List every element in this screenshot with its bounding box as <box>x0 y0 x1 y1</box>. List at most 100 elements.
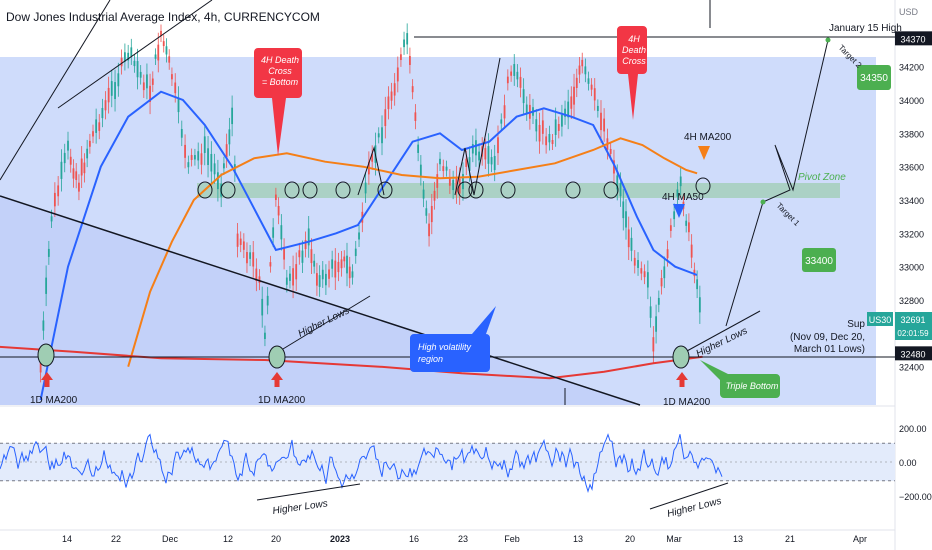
candle-body <box>513 64 516 76</box>
candle-body <box>506 76 509 84</box>
hv-text-a: High volatility <box>418 342 472 352</box>
candle-body <box>584 66 587 75</box>
candle-body <box>384 109 387 127</box>
x-tick-label: 20 <box>271 534 281 544</box>
candle-body <box>165 46 168 55</box>
candle-body <box>75 171 78 180</box>
candle-body <box>448 177 451 186</box>
y-tick-label: 33200 <box>899 229 924 239</box>
candle-body <box>120 57 123 67</box>
higher-lows-line-1 <box>277 295 371 353</box>
y-tick-label: 32800 <box>899 296 924 306</box>
candle-body <box>86 148 89 159</box>
candle-body <box>458 178 461 194</box>
candle-body <box>252 252 255 267</box>
triple-bottom-callout <box>700 360 780 398</box>
candle-body <box>666 249 669 259</box>
candle-body <box>168 56 171 63</box>
candle-body <box>487 146 490 164</box>
price-tag-label: 34370 <box>900 34 925 44</box>
candle-body <box>242 241 245 250</box>
candle-body <box>216 172 219 190</box>
candle-body <box>551 140 554 145</box>
candle-body <box>139 71 142 78</box>
candle-body <box>548 133 551 143</box>
channel-line-lower <box>0 0 111 181</box>
candle-body <box>673 211 676 220</box>
candle-body <box>445 166 448 171</box>
candle-body <box>516 71 519 80</box>
candle-body <box>493 155 496 171</box>
candle-body <box>655 316 657 332</box>
target-1-box <box>802 248 836 272</box>
candle-body <box>409 56 411 65</box>
candle-body <box>160 30 162 36</box>
y-tick-label: 33600 <box>899 163 924 173</box>
candle-body <box>403 39 405 48</box>
candle-body <box>203 136 206 153</box>
candle-body <box>573 86 575 105</box>
x-tick-label: 13 <box>573 534 583 544</box>
candle-body <box>400 54 402 61</box>
death-cross-1-text-c: = Bottom <box>262 77 299 87</box>
descending-trendline <box>0 195 641 406</box>
candle-body <box>603 118 606 132</box>
candle-body <box>95 119 98 133</box>
candle-body <box>522 89 525 104</box>
candle-body <box>484 148 487 160</box>
candle-body <box>298 250 301 258</box>
zigzag-2 <box>454 57 501 196</box>
candle-body <box>200 153 203 165</box>
candle-body <box>127 52 130 61</box>
candle-body <box>177 97 180 113</box>
ma200-1d-label-1: 1D MA200 <box>30 395 78 406</box>
candle-body <box>679 176 682 187</box>
x-tick-label: Mar <box>666 534 682 544</box>
x-tick-label: 13 <box>733 534 743 544</box>
support-note-3: March 01 Lows) <box>794 344 865 355</box>
candle-body <box>596 105 599 112</box>
hv-callout <box>410 306 496 372</box>
death-cross-1-callout <box>254 48 302 156</box>
candle-body <box>425 208 428 216</box>
candle-body <box>465 158 468 167</box>
ma50-label: 4H MA50 <box>662 192 704 203</box>
ma200-arrow <box>271 372 283 387</box>
candle-body <box>575 77 578 88</box>
x-tick-label: Dec <box>162 534 179 544</box>
candle-body <box>210 153 213 172</box>
candle-body <box>411 86 414 93</box>
y-axis-unit: USD <box>899 7 919 17</box>
candle-body <box>101 107 104 119</box>
higher-lows-line-2 <box>675 310 761 358</box>
candle-body <box>564 108 566 117</box>
candle-body <box>497 137 499 154</box>
candle-body <box>50 216 53 222</box>
candle-body <box>72 168 75 179</box>
candle-body <box>249 252 251 259</box>
pivot-circle <box>603 181 619 199</box>
candle-body <box>190 155 193 160</box>
candle-body <box>525 104 528 113</box>
candle-body <box>627 229 630 248</box>
target-1-price: 33400 <box>805 256 833 267</box>
candle-body <box>69 156 72 165</box>
candle-body <box>393 83 396 96</box>
y-tick-label: 33800 <box>899 129 924 139</box>
candle-body <box>223 163 225 169</box>
rsi-higher-lows-line-2 <box>649 482 729 510</box>
candle-body <box>500 119 503 124</box>
candle-body <box>272 227 275 238</box>
candle-body <box>39 360 42 373</box>
candle-body <box>625 211 627 228</box>
candle-body <box>307 228 310 246</box>
candle-body <box>590 84 593 90</box>
candle-body <box>60 161 63 179</box>
rsi-line <box>0 433 723 494</box>
candle-body <box>358 232 360 240</box>
candle-body <box>78 182 80 192</box>
candle-body <box>184 144 186 158</box>
jan-high-label: January 15 High <box>829 23 902 34</box>
candle-body <box>468 157 471 171</box>
